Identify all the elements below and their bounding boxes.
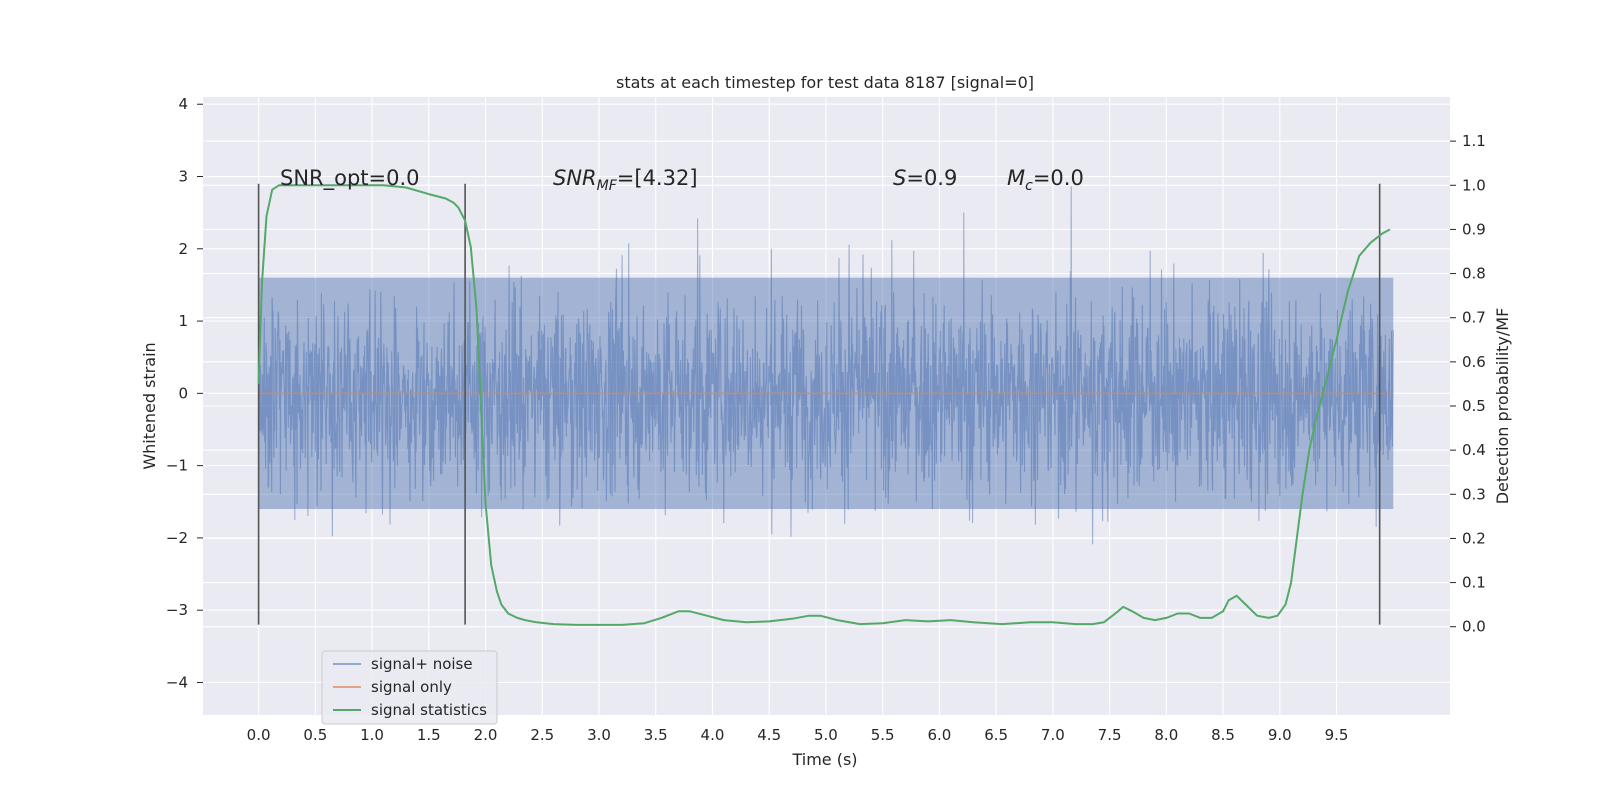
x-tick-label: 9.0 (1268, 726, 1292, 744)
x-tick-label: 7.5 (1098, 726, 1122, 744)
y-left-tick-label: −3 (166, 601, 188, 619)
signal-statistics-series (257, 184, 1391, 626)
y-right-tick-label: 0.7 (1462, 309, 1486, 327)
x-tick-label: 0.5 (303, 726, 327, 744)
x-tick-label: 4.0 (701, 726, 725, 744)
x-tick-label: 7.0 (1041, 726, 1065, 744)
annotation-snr-mf-sub: MF (597, 178, 618, 194)
y-left-tick-label: −2 (166, 529, 188, 547)
y-left-tick-label: 3 (178, 168, 188, 186)
annotation-mc: Mc=0.0 (1007, 166, 1084, 194)
legend: signal+ noise signal only signal statist… (321, 650, 498, 725)
y-right-tick-label: 0.5 (1462, 397, 1486, 415)
annotation-snr-mf-value: =[4.32] (617, 166, 698, 190)
y-right-tick-label: 1.0 (1462, 176, 1486, 194)
x-tick-label: 1.0 (360, 726, 384, 744)
x-tick-label: 8.5 (1211, 726, 1235, 744)
y-left-tick-label: 0 (178, 384, 188, 402)
y-left-tick-label: 2 (178, 240, 188, 258)
y-right-tick-label: 0.2 (1462, 529, 1486, 547)
signal-noise-line (258, 186, 1394, 545)
x-tick-label: 0.0 (247, 726, 271, 744)
legend-label-signal-noise: signal+ noise (371, 655, 473, 673)
x-tick-label: 9.5 (1325, 726, 1349, 744)
x-tick-label: 6.5 (984, 726, 1008, 744)
x-tick-label: 5.5 (871, 726, 895, 744)
y-left-tick-label: −4 (166, 673, 188, 691)
y-right-tick-labels: 0.0 0.1 0.2 0.3 0.4 0.5 0.6 0.7 0.8 0.9 1.0 1.1 (1450, 132, 1486, 636)
y-right-tick-label: 0.8 (1462, 265, 1486, 283)
x-tick-label: 2.5 (530, 726, 554, 744)
y-left-tick-label: 1 (178, 312, 188, 330)
annotation-mc-sub: c (1025, 178, 1033, 194)
x-tick-label: 4.5 (757, 726, 781, 744)
annotation-snr-mf: SNRMF=[4.32] (553, 166, 698, 194)
x-tick-label: 6.0 (927, 726, 951, 744)
x-tick-label: 3.5 (644, 726, 668, 744)
y-left-tick-labels: −4 −3 −2 −1 0 1 2 3 4 (166, 95, 203, 691)
y-right-tick-label: 0.6 (1462, 353, 1486, 371)
y-right-tick-label: 1.1 (1462, 132, 1486, 150)
chart-title: stats at each timestep for test data 818… (616, 73, 1034, 92)
x-tick-label: 5.0 (814, 726, 838, 744)
legend-label-signal-statistics: signal statistics (371, 701, 487, 719)
annotation-mc-value: =0.0 (1033, 166, 1084, 190)
signal-statistics-line (257, 184, 1391, 626)
legend-label-signal-only: signal only (371, 678, 452, 696)
y-right-tick-label: 0.3 (1462, 485, 1486, 503)
annotation-s-value: =0.9 (906, 166, 957, 190)
annotation-s: S=0.9 (893, 166, 957, 190)
annotation-s-symbol: S (893, 166, 906, 190)
x-axis-label: Time (s) (791, 750, 857, 769)
annotation-snr-mf-base: SNR (553, 166, 597, 190)
y-right-tick-label: 0.9 (1462, 220, 1486, 238)
y-left-tick-label: −1 (166, 457, 188, 475)
y-left-tick-label: 4 (178, 95, 188, 113)
y-right-axis-label: Detection probability/MF (1493, 308, 1512, 505)
annotation-mc-base: M (1007, 166, 1025, 190)
y-right-tick-label: 0.4 (1462, 441, 1486, 459)
legend-box (321, 650, 498, 725)
x-tick-label: 2.0 (474, 726, 498, 744)
x-tick-label: 1.5 (417, 726, 441, 744)
annotation-snr-opt: SNR_opt=0.0 (280, 166, 420, 191)
x-tick-label: 3.0 (587, 726, 611, 744)
x-tick-labels: 0.0 0.5 1.0 1.5 2.0 2.5 3.0 3.5 4.0 4.5 5.0 5.5 6.0 6… (247, 726, 1349, 744)
y-right-tick-label: 0.0 (1462, 618, 1486, 636)
vertical-markers (257, 183, 1381, 625)
y-left-axis-label: Whitened strain (140, 342, 159, 469)
x-tick-label: 8.0 (1154, 726, 1178, 744)
y-right-tick-label: 0.1 (1462, 574, 1486, 592)
